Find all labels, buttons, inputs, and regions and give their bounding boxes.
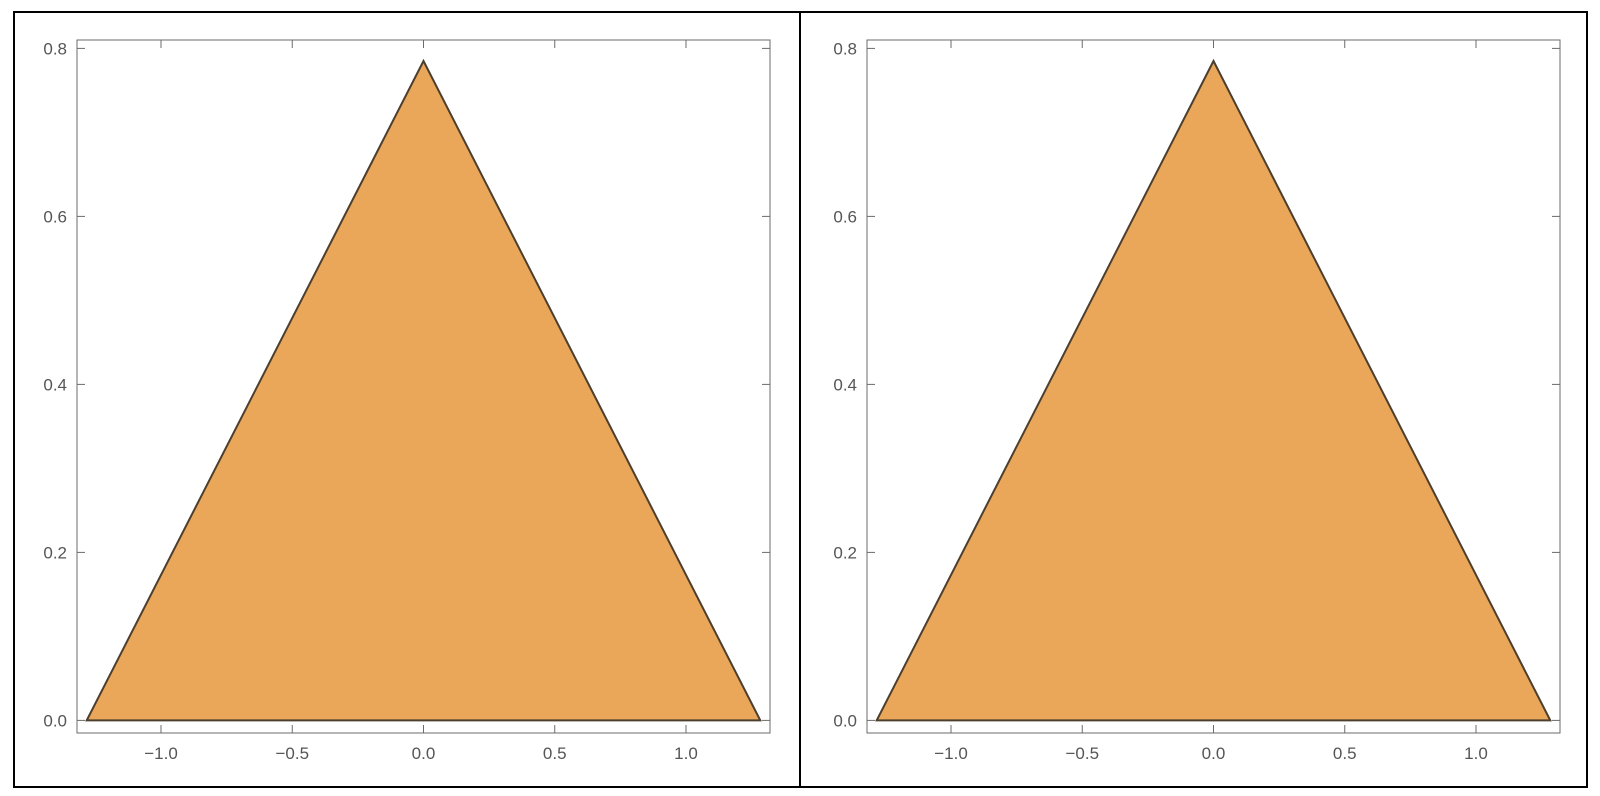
y-tick-label: 0.0 — [43, 711, 67, 730]
domain-outline — [85, 58, 762, 722]
y-tick-label: 0.6 — [833, 207, 857, 226]
y-tick-label: 0.8 — [833, 39, 857, 58]
y-tick-label: 0.0 — [833, 711, 857, 730]
x-tick-label: 0.0 — [412, 744, 436, 763]
domain-background — [86, 61, 761, 721]
x-tick-label: 1.0 — [1464, 744, 1488, 763]
y-tick-label: 0.4 — [833, 375, 857, 394]
y-tick-label: 0.4 — [43, 375, 67, 394]
x-tick-label: −0.5 — [275, 744, 309, 763]
y-tick-label: 0.6 — [43, 207, 67, 226]
x-tick-label: −1.0 — [144, 744, 178, 763]
x-tick-label: 1.0 — [674, 744, 698, 763]
y-tick-label: 0.2 — [43, 543, 67, 562]
x-tick-label: −0.5 — [1065, 744, 1099, 763]
x-tick-label: 0.5 — [1333, 744, 1357, 763]
x-tick-label: −1.0 — [934, 744, 968, 763]
domain-outline — [875, 58, 1552, 722]
y-tick-label: 0.2 — [833, 543, 857, 562]
x-tick-label: 0.0 — [1202, 744, 1226, 763]
x-tick-label: 0.5 — [543, 744, 567, 763]
left-contour-plot: −1.0 −0.5 0.0 0.5 1.0 0.0 0.2 0.4 0.6 0.8 — [43, 39, 771, 763]
contour-field — [86, 61, 761, 721]
y-tick-label: 0.8 — [43, 39, 67, 58]
domain-background — [876, 61, 1551, 721]
right-contour-plot: −1.0 −0.5 0.0 0.5 1.0 0.0 0.2 0.4 0.6 0.8 — [833, 39, 1561, 763]
contour-field — [876, 61, 1551, 721]
